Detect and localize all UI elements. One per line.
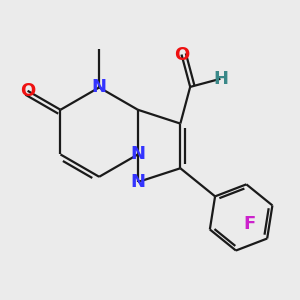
Text: N: N: [130, 146, 146, 164]
Text: N: N: [130, 173, 146, 191]
Text: H: H: [213, 70, 228, 88]
Text: O: O: [174, 46, 189, 64]
Text: F: F: [244, 215, 256, 233]
Text: N: N: [92, 78, 107, 96]
Text: O: O: [20, 82, 35, 100]
